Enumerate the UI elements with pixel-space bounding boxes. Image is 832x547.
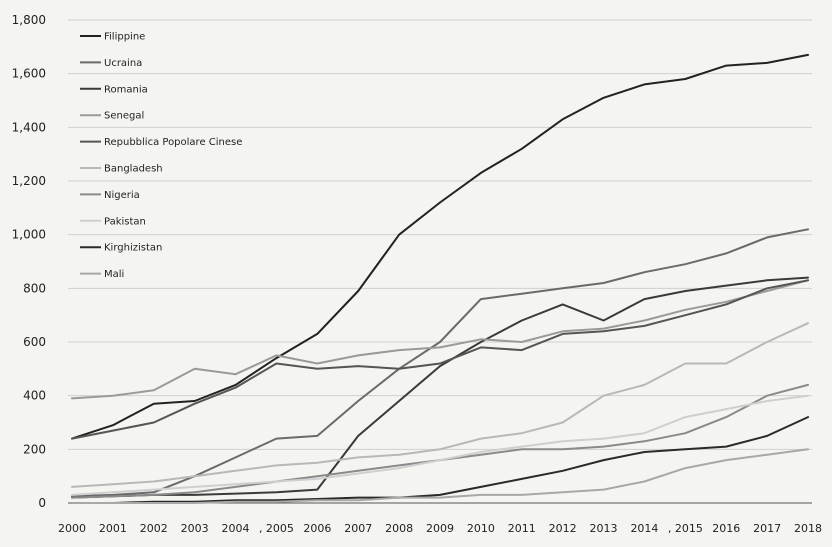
- legend-label: Repubblica Popolare Cinese: [104, 137, 242, 148]
- y-tick-label: 1,000: [12, 228, 46, 242]
- x-tick-label: 2016: [712, 522, 740, 535]
- y-tick-label: 400: [23, 389, 46, 403]
- x-tick-label: 2013: [590, 522, 618, 535]
- x-tick-label: 2002: [140, 522, 168, 535]
- legend-label: Kirghizistan: [104, 243, 162, 254]
- y-tick-label: 1,600: [12, 67, 46, 81]
- x-tick-label: 2008: [385, 522, 413, 535]
- legend-label: Filippine: [104, 32, 145, 43]
- x-tick-label: 2014: [630, 522, 658, 535]
- x-tick-label: 2012: [549, 522, 577, 535]
- y-tick-label: 1,200: [12, 174, 46, 188]
- x-tick-label: 2011: [508, 522, 536, 535]
- series-line-0: [71, 53, 809, 440]
- y-tick-label: 200: [23, 442, 46, 456]
- x-tick-label: 2001: [99, 522, 127, 535]
- series-line-7: [71, 394, 809, 496]
- y-tick-label: 1,800: [12, 13, 46, 27]
- x-tick-label: 2000: [58, 522, 86, 535]
- x-tick-label: 2010: [467, 522, 495, 535]
- series-line-2: [71, 276, 809, 499]
- y-tick-label: 1,400: [12, 120, 46, 134]
- x-tick-label: 2018: [794, 522, 822, 535]
- y-tick-label: 0: [38, 496, 46, 510]
- series-line-8: [71, 416, 809, 504]
- x-tick-label: 2003: [181, 522, 209, 535]
- legend-label: Senegal: [104, 111, 144, 122]
- legend-label: Mali: [104, 269, 124, 280]
- legend-label: Nigeria: [104, 190, 140, 201]
- series-line-4: [71, 279, 809, 440]
- legend-label: Bangladesh: [104, 164, 163, 175]
- legend-label: Pakistan: [104, 216, 146, 227]
- x-tick-label: 2004: [222, 522, 250, 535]
- legend: Filippine Ucraina Romania Senegal Repubblica…: [80, 32, 242, 280]
- series-line-9: [71, 448, 809, 504]
- y-tick-label: 600: [23, 335, 46, 349]
- x-tick-label: 2007: [344, 522, 372, 535]
- x-tick-label: , 2005: [259, 522, 294, 535]
- x-tick-label: , 2015: [668, 522, 703, 535]
- legend-label: Ucraina: [104, 58, 142, 69]
- x-tick-label: 2006: [303, 522, 331, 535]
- x-tick-label: 2017: [753, 522, 781, 535]
- x-tick-label: 2009: [426, 522, 454, 535]
- series-line-3: [71, 279, 809, 400]
- grid-lines: [68, 19, 812, 504]
- legend-label: Romania: [104, 84, 148, 95]
- y-tick-label: 800: [23, 281, 46, 295]
- series-line-5: [71, 322, 809, 488]
- x-axis-ticks: 2000 2001 2002 2003 2004 , 2005 2006 2007 2008 20…: [58, 522, 822, 535]
- series-lines: [71, 53, 809, 504]
- y-axis-ticks: 0 200 400 600 800 1,000 1,200 1,400 1,600 1,800: [12, 13, 46, 510]
